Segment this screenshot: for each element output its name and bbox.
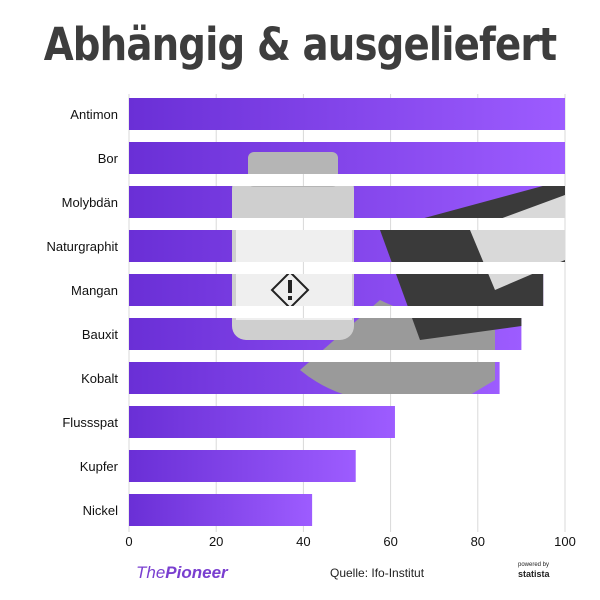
category-labels: Antimon Bor Molybdän Naturgraphit Mangan Baux… [46, 107, 118, 518]
statista-brand: statista [518, 569, 550, 579]
bar-flussspat [129, 406, 395, 438]
bar-nickel [129, 494, 313, 526]
category-label-bauxit: Bauxit [82, 327, 119, 342]
bar-antimon [129, 98, 565, 130]
x-tick-label: 80 [471, 534, 485, 549]
category-label-kupfer: Kupfer [80, 459, 119, 474]
category-label-bor: Bor [98, 151, 119, 166]
hand-shape [300, 300, 495, 394]
hazard-exclamation [288, 280, 292, 293]
jar-lid [248, 152, 338, 187]
bar-bor [129, 142, 565, 174]
category-label-antimon: Antimon [70, 107, 118, 122]
hazard-dot [288, 296, 292, 300]
x-tick-label: 60 [383, 534, 397, 549]
logo-main: Pioneer [165, 563, 228, 582]
category-label-molybdän: Molybdän [62, 195, 118, 210]
x-tick-label: 0 [125, 534, 132, 549]
x-tick-label: 20 [209, 534, 223, 549]
category-label-nickel: Nickel [83, 503, 119, 518]
bar-kupfer [129, 450, 356, 482]
category-label-kobalt: Kobalt [81, 371, 118, 386]
category-label-mangan: Mangan [71, 283, 118, 298]
chart-title: Abhängig & ausgeliefert [43, 18, 557, 71]
x-tick-label: 40 [296, 534, 310, 549]
jar-label [236, 228, 352, 320]
logo-prefix: The [136, 563, 166, 582]
x-tick-label: 100 [554, 534, 576, 549]
powered-by-text: powered by [518, 562, 550, 568]
the-pioneer-logo: ThePioneer [136, 563, 228, 583]
bars [129, 98, 565, 526]
source-note: Quelle: Ifo-Institut [330, 566, 425, 580]
category-label-naturgraphit: Naturgraphit [46, 239, 118, 254]
category-label-flussspat: Flussspat [62, 415, 118, 430]
statista-logo: powered by statista [518, 562, 562, 579]
x-axis-ticks: 0 20 40 60 80 100 [125, 534, 575, 549]
